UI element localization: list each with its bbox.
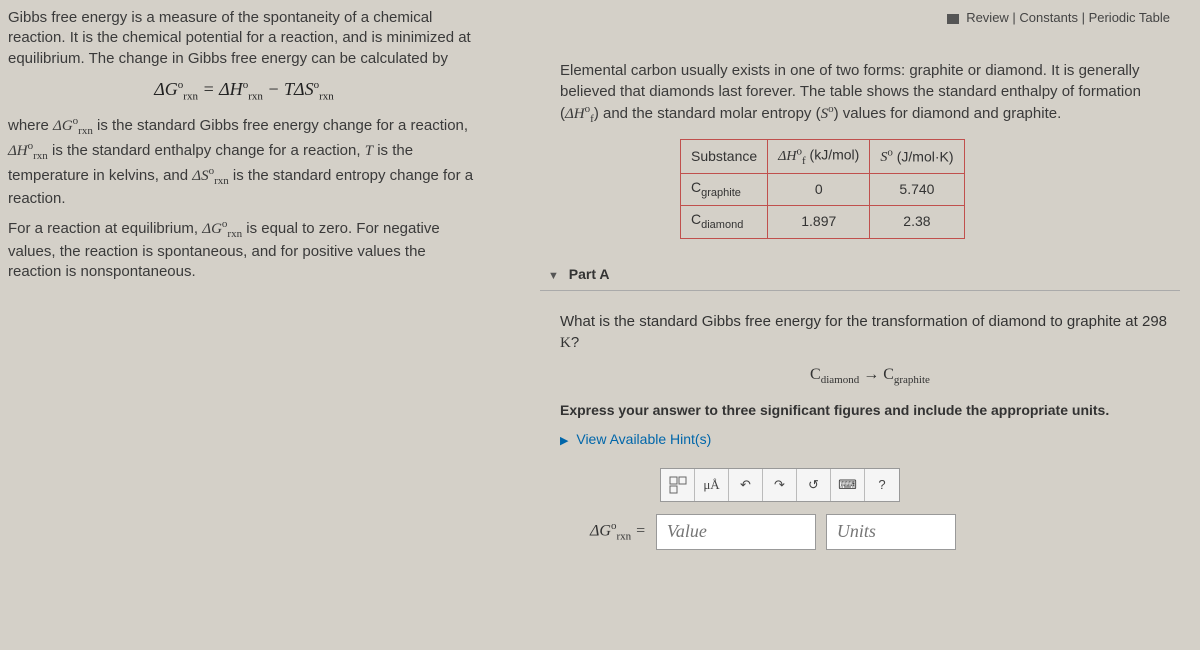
equilibrium-paragraph: For a reaction at equilibrium, ΔGorxn is… bbox=[8, 217, 480, 282]
answer-row: ΔGorxn = bbox=[560, 514, 1180, 550]
part-a-header[interactable]: ▼ Part A bbox=[540, 259, 1180, 292]
help-button[interactable]: ? bbox=[865, 469, 899, 501]
periodic-table-link[interactable]: Periodic Table bbox=[1089, 10, 1170, 25]
templates-button[interactable] bbox=[661, 469, 695, 501]
problem-intro: Elemental carbon usually exists in one o… bbox=[560, 60, 1180, 127]
caret-down-icon: ▼ bbox=[548, 270, 559, 282]
intro-paragraph: Gibbs free energy is a measure of the sp… bbox=[8, 8, 480, 69]
table-row: Cgraphite 0 5.740 bbox=[681, 174, 965, 206]
col-substance: Substance bbox=[681, 140, 768, 174]
gibbs-equation: ΔGorxn = ΔHorxn − TΔSorxn bbox=[8, 77, 480, 104]
symbols-button[interactable]: μÅ bbox=[695, 469, 729, 501]
col-s: So (J/mol·K) bbox=[870, 140, 964, 174]
top-links: Review | Constants | Periodic Table bbox=[947, 10, 1170, 25]
left-panel: Gibbs free energy is a measure of the sp… bbox=[0, 0, 490, 650]
templates-icon bbox=[669, 476, 687, 494]
reaction-equation: Cdiamond → Cgraphite bbox=[560, 364, 1180, 389]
constants-link[interactable]: Constants bbox=[1019, 10, 1078, 25]
reset-button[interactable]: ↺ bbox=[797, 469, 831, 501]
triangle-right-icon: ▶ bbox=[560, 435, 568, 447]
value-input[interactable] bbox=[656, 514, 816, 550]
question-text: What is the standard Gibbs free energy f… bbox=[560, 311, 1180, 354]
undo-button[interactable]: ↶ bbox=[729, 469, 763, 501]
data-table: Substance ΔHof (kJ/mol) So (J/mol·K) Cgr… bbox=[680, 139, 965, 238]
table-row: Cdiamond 1.897 2.38 bbox=[681, 206, 965, 238]
right-panel: Elemental carbon usually exists in one o… bbox=[560, 60, 1180, 550]
review-icon bbox=[947, 14, 959, 24]
answer-instructions: Express your answer to three significant… bbox=[560, 401, 1180, 421]
answer-label: ΔGorxn = bbox=[590, 519, 646, 545]
col-dhf: ΔHof (kJ/mol) bbox=[768, 140, 870, 174]
view-hints-link[interactable]: ▶ View Available Hint(s) bbox=[560, 430, 1180, 450]
answer-toolbar: μÅ ↶ ↷ ↺ ⌨ ? bbox=[660, 468, 900, 502]
definitions-paragraph: where ΔGorxn is the standard Gibbs free … bbox=[8, 114, 480, 209]
keyboard-button[interactable]: ⌨ bbox=[831, 469, 865, 501]
review-link[interactable]: Review bbox=[966, 10, 1009, 25]
units-input[interactable] bbox=[826, 514, 956, 550]
redo-button[interactable]: ↷ bbox=[763, 469, 797, 501]
